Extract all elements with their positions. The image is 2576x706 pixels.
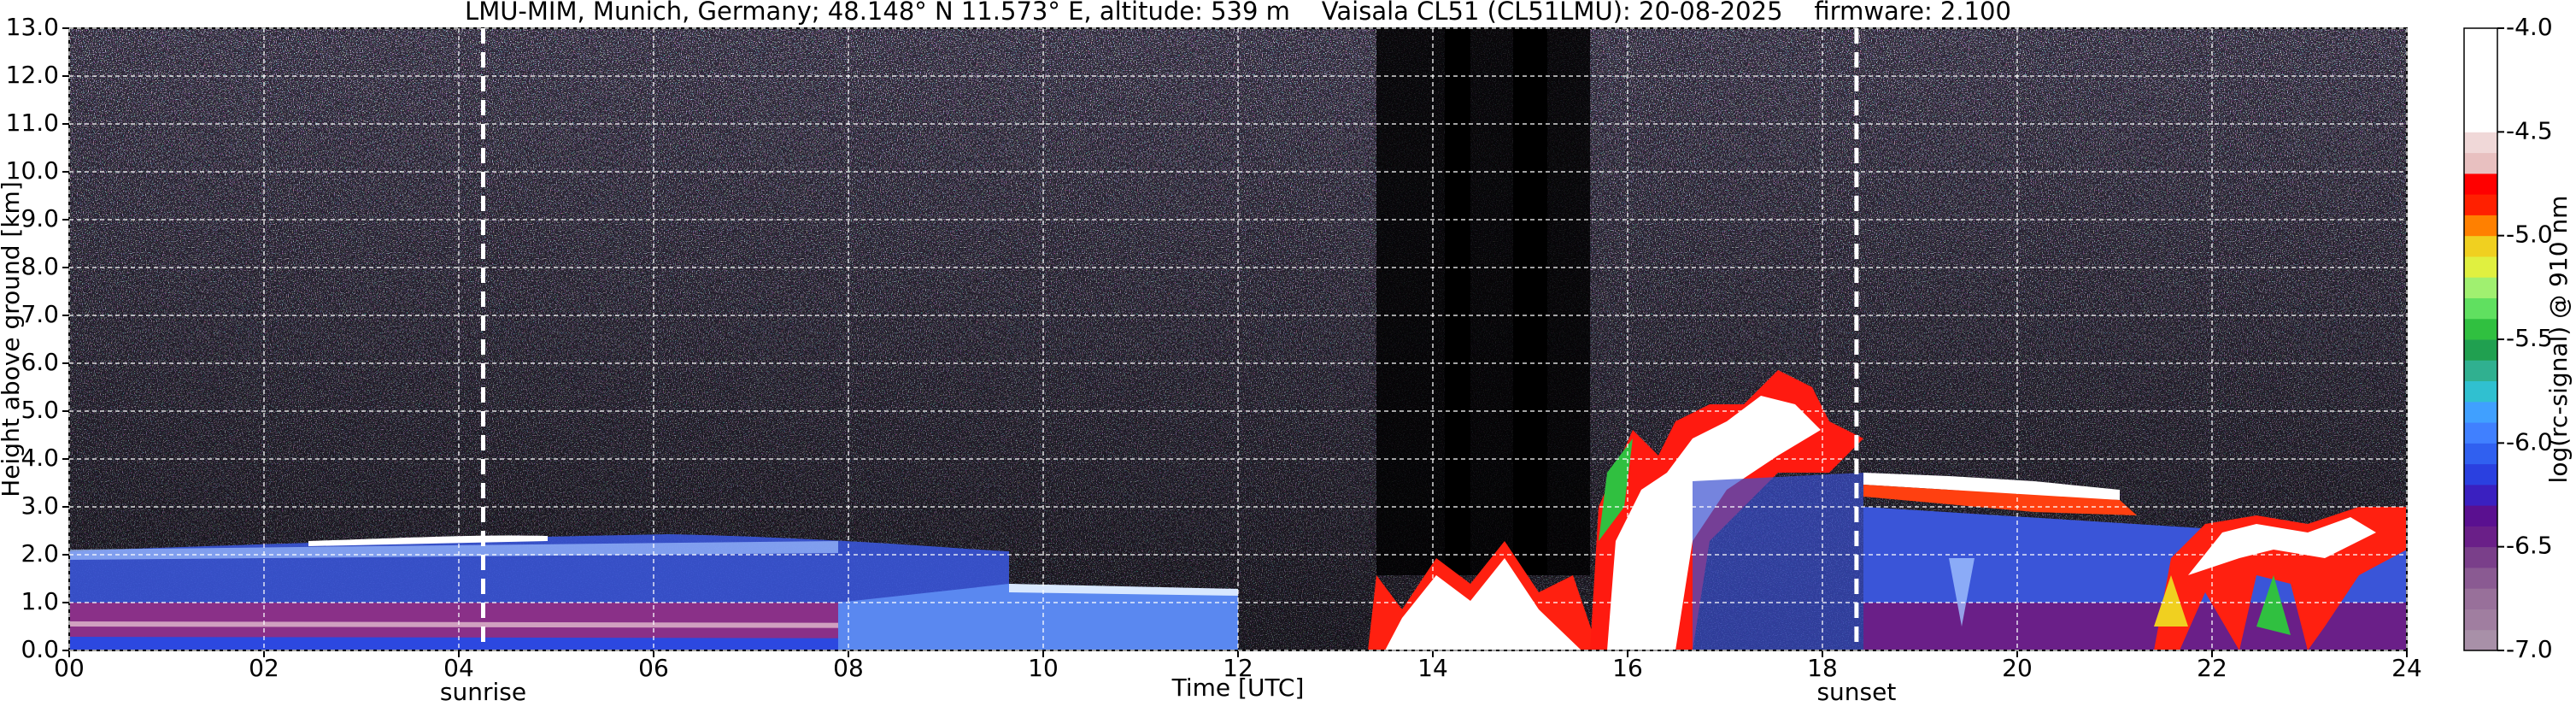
annotation-label: sunrise	[440, 678, 526, 706]
colorbar-segment	[2464, 28, 2497, 50]
y-tick-label: 12.0	[6, 61, 59, 89]
colorbar-segment	[2464, 567, 2497, 589]
colorbar-tick-label: -4.5	[2506, 116, 2553, 144]
colorbar-segment	[2464, 297, 2497, 320]
colorbar-segment	[2464, 235, 2497, 257]
x-tick-label: 08	[833, 654, 864, 682]
colorbar-tick-label: -6.0	[2506, 427, 2553, 456]
y-tick-label: 1.0	[21, 587, 59, 615]
colorbar-segment	[2464, 360, 2497, 382]
colorbar-segment	[2464, 609, 2497, 631]
colorbar-segment	[2464, 194, 2497, 215]
y-tick-label: 0.0	[21, 635, 59, 663]
x-tick-label: 06	[638, 654, 669, 682]
colorbar-segment	[2464, 111, 2497, 132]
colorbar-segment	[2464, 256, 2497, 278]
y-tick-label: 13.0	[6, 13, 59, 41]
colorbar-segment	[2464, 546, 2497, 568]
x-tick-label: 24	[2391, 654, 2422, 682]
y-tick-label: 6.0	[21, 348, 59, 376]
annotation-label: sunset	[1816, 678, 1896, 706]
colorbar-segment	[2464, 380, 2497, 403]
y-tick-label: 9.0	[21, 204, 59, 232]
chart-title: LMU-MIM, Munich, Germany; 48.148° N 11.5…	[465, 0, 2011, 26]
colorbar-segment	[2464, 401, 2497, 423]
colorbar-tick-label: -5.0	[2506, 221, 2553, 249]
colorbar-segment	[2464, 90, 2497, 112]
colorbar-tick-label: -4.0	[2506, 13, 2553, 41]
y-tick-label: 10.0	[6, 156, 59, 185]
colorbar-segment	[2464, 215, 2497, 237]
colorbar-segment	[2464, 443, 2497, 465]
x-tick-label: 20	[2002, 654, 2033, 682]
y-tick-label: 4.0	[21, 444, 59, 472]
x-tick-label: 12	[1223, 654, 1253, 682]
colorbar-segment	[2464, 505, 2497, 527]
y-axis-label: Height above ground [km]	[0, 181, 25, 497]
colorbar-segment	[2464, 318, 2497, 340]
colorbar-segment	[2464, 339, 2497, 361]
colorbar-label: log(rc-signal) @ 910 nm	[2544, 196, 2573, 484]
x-tick-label: 10	[1028, 654, 1059, 682]
colorbar-segment	[2464, 463, 2497, 485]
y-tick-label: 11.0	[6, 109, 59, 137]
colorbar-segment	[2464, 49, 2497, 71]
x-tick-label: 18	[1807, 654, 1838, 682]
y-tick-label: 7.0	[21, 300, 59, 328]
colorbar-segment	[2464, 132, 2497, 154]
y-tick-label: 5.0	[21, 396, 59, 424]
x-tick-label: 04	[443, 654, 474, 682]
colorbar-segment	[2464, 152, 2497, 174]
colorbar-segment	[2464, 173, 2497, 195]
x-tick-label: 16	[1612, 654, 1643, 682]
x-tick-label: 00	[54, 654, 85, 682]
colorbar-segment	[2464, 484, 2497, 506]
colorbar-segment	[2464, 277, 2497, 298]
colorbar-tick-label: -6.5	[2506, 532, 2553, 560]
colorbar-segment	[2464, 422, 2497, 444]
x-tick-label: 02	[249, 654, 279, 682]
y-tick-label: 8.0	[21, 252, 59, 280]
colorbar-segment	[2464, 69, 2497, 91]
colorbar-tick-label: -7.0	[2506, 635, 2553, 663]
x-tick-label: 22	[2197, 654, 2227, 682]
colorbar-tick-label: -5.5	[2506, 324, 2553, 352]
y-tick-label: 2.0	[21, 539, 59, 568]
colorbar-segment	[2464, 629, 2497, 651]
x-axis-label: Time [UTC]	[1171, 674, 1305, 702]
colorbar-segment	[2464, 588, 2497, 609]
y-tick-label: 3.0	[21, 491, 59, 520]
x-tick-label: 14	[1417, 654, 1448, 682]
colorbar-segment	[2464, 526, 2497, 548]
